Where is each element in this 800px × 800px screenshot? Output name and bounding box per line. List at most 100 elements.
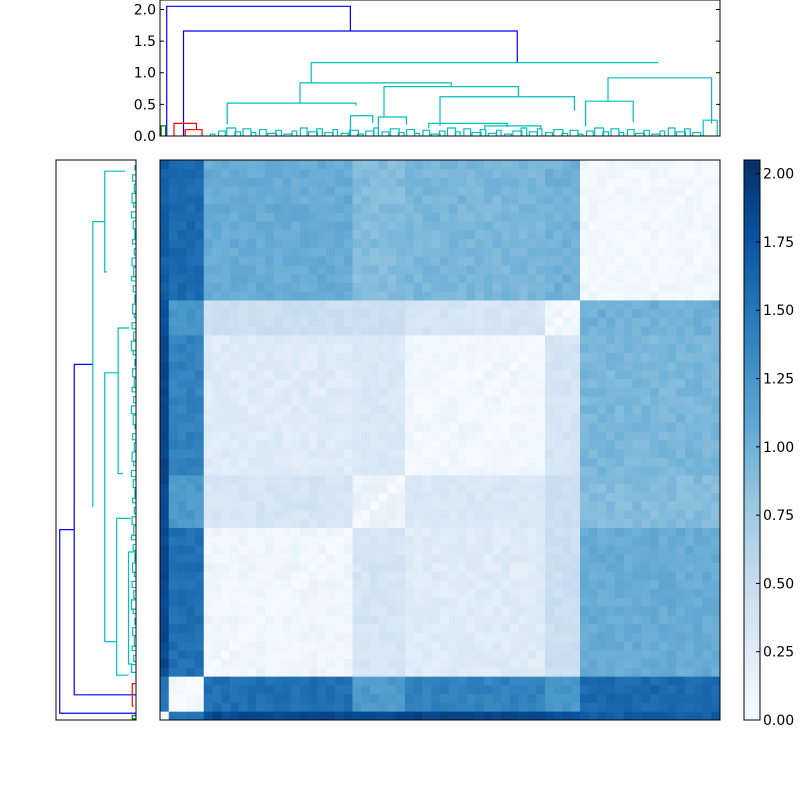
heatmap-cell	[317, 606, 327, 616]
heatmap-cell	[221, 300, 231, 310]
heatmap-cell	[326, 597, 336, 607]
heatmap-cell	[685, 387, 695, 397]
heatmap-cell	[711, 168, 721, 178]
heatmap-cell	[527, 693, 537, 703]
heatmap-cell	[422, 422, 432, 432]
heatmap-cell	[562, 440, 572, 450]
heatmap-cell	[352, 343, 362, 353]
heatmap-cell	[177, 588, 187, 598]
heatmap-cell	[623, 212, 633, 222]
heatmap-cell	[177, 475, 187, 485]
heatmap-cell	[457, 405, 467, 415]
dendrogram-link	[439, 96, 575, 126]
heatmap-cell	[361, 282, 371, 292]
heatmap-cell	[317, 413, 327, 423]
heatmap-cell	[606, 492, 616, 502]
heatmap-cell	[676, 212, 686, 222]
heatmap-cell	[247, 230, 257, 240]
heatmap-cell	[387, 545, 397, 555]
heatmap-cell	[387, 553, 397, 563]
heatmap-cell	[221, 475, 231, 485]
heatmap-cell	[492, 212, 502, 222]
dendrogram-link	[381, 131, 390, 136]
heatmap-cell	[282, 658, 292, 668]
heatmap-cell	[676, 711, 686, 721]
heatmap-cell	[711, 282, 721, 292]
heatmap-cell	[536, 676, 546, 686]
heatmap-cell	[212, 545, 222, 555]
heatmap-cell	[676, 300, 686, 310]
heatmap-cell	[580, 431, 590, 441]
heatmap-cell	[597, 317, 607, 327]
heatmap-cell	[588, 518, 598, 528]
heatmap-cell	[247, 676, 257, 686]
heatmap-cell	[536, 291, 546, 301]
heatmap-cell	[343, 387, 353, 397]
heatmap-cell	[422, 370, 432, 380]
heatmap-cell	[562, 702, 572, 712]
dendrogram-link	[618, 131, 625, 136]
heatmap-cell	[168, 422, 178, 432]
heatmap-cell	[212, 553, 222, 563]
heatmap-cell	[405, 597, 415, 607]
heatmap-cell	[352, 658, 362, 668]
heatmap-cell	[335, 203, 345, 213]
heatmap-cell	[168, 343, 178, 353]
heatmap-cell	[238, 562, 248, 572]
heatmap-cell	[422, 641, 432, 651]
heatmap-cell	[361, 238, 371, 248]
top-dendrogram	[160, 5, 718, 136]
heatmap-cell	[186, 440, 196, 450]
heatmap-cell	[387, 422, 397, 432]
heatmap-cell	[658, 562, 668, 572]
heatmap-cell	[553, 405, 563, 415]
heatmap-cell	[378, 510, 388, 520]
heatmap-cell	[405, 168, 415, 178]
heatmap-cell	[711, 361, 721, 371]
heatmap-cell	[440, 431, 450, 441]
dendrogram-link	[130, 340, 136, 352]
heatmap-cell	[203, 448, 213, 458]
heatmap-cell	[431, 168, 441, 178]
heatmap-cell	[256, 291, 266, 301]
heatmap-cell	[632, 580, 642, 590]
heatmap-cell	[168, 676, 178, 686]
heatmap-cell	[492, 265, 502, 275]
heatmap-cell	[273, 545, 283, 555]
heatmap-cell	[658, 177, 668, 187]
heatmap-cell	[396, 221, 406, 231]
heatmap-cell	[186, 606, 196, 616]
heatmap-cell	[177, 265, 187, 275]
heatmap-cell	[580, 588, 590, 598]
heatmap-cell	[440, 396, 450, 406]
heatmap-cell	[221, 658, 231, 668]
heatmap-cell	[501, 352, 511, 362]
heatmap-cell	[440, 168, 450, 178]
heatmap-cell	[448, 221, 458, 231]
heatmap-cell	[221, 168, 231, 178]
heatmap-cell	[221, 212, 231, 222]
heatmap-cell	[291, 658, 301, 668]
heatmap-cell	[317, 378, 327, 388]
heatmap-cell	[160, 413, 170, 423]
heatmap-cell	[308, 195, 318, 205]
heatmap-cell	[186, 457, 196, 467]
heatmap-cell	[378, 702, 388, 712]
heatmap-cell	[247, 282, 257, 292]
heatmap-cell	[238, 658, 248, 668]
heatmap-cell	[177, 711, 187, 721]
heatmap-cell	[615, 667, 625, 677]
heatmap-cell	[282, 475, 292, 485]
heatmap-cell	[317, 317, 327, 327]
colorbar-segment	[744, 464, 760, 469]
heatmap-cell	[308, 413, 318, 423]
heatmap-cell	[230, 431, 240, 441]
heatmap-cell	[413, 632, 423, 642]
heatmap-cell	[553, 588, 563, 598]
heatmap-cell	[553, 623, 563, 633]
heatmap-cell	[711, 588, 721, 598]
heatmap-cell	[501, 693, 511, 703]
heatmap-cell	[448, 431, 458, 441]
heatmap-cell	[527, 641, 537, 651]
